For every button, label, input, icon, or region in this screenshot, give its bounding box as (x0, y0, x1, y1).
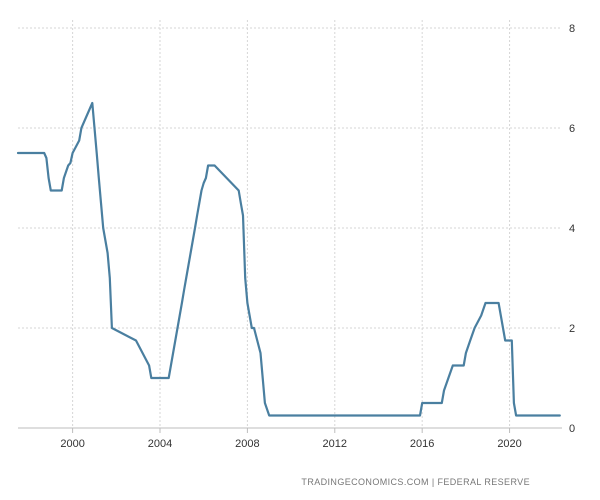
axis-lines (18, 427, 562, 433)
gridlines (18, 20, 562, 428)
series-layer (16, 101, 561, 417)
y-tick-label: 8 (569, 23, 575, 35)
x-tick-label: 2016 (410, 438, 434, 450)
y-tick-label: 4 (569, 223, 575, 235)
x-tick-label: 2004 (148, 438, 172, 450)
x-tick-label: 2008 (235, 438, 259, 450)
x-tick-label: 2000 (60, 438, 84, 450)
y-tick-label: 0 (569, 423, 575, 435)
x-tick-label: 2012 (323, 438, 347, 450)
tick-labels: 0 2 4 6 8 2000 2004 2008 2012 2016 2020 (60, 23, 575, 450)
series-line (16, 101, 561, 417)
source-label: TRADINGECONOMICS.COM | FEDERAL RESERVE (301, 477, 530, 487)
x-tick-label: 2020 (497, 438, 521, 450)
y-tick-label: 2 (569, 323, 575, 335)
y-tick-label: 6 (569, 123, 575, 135)
